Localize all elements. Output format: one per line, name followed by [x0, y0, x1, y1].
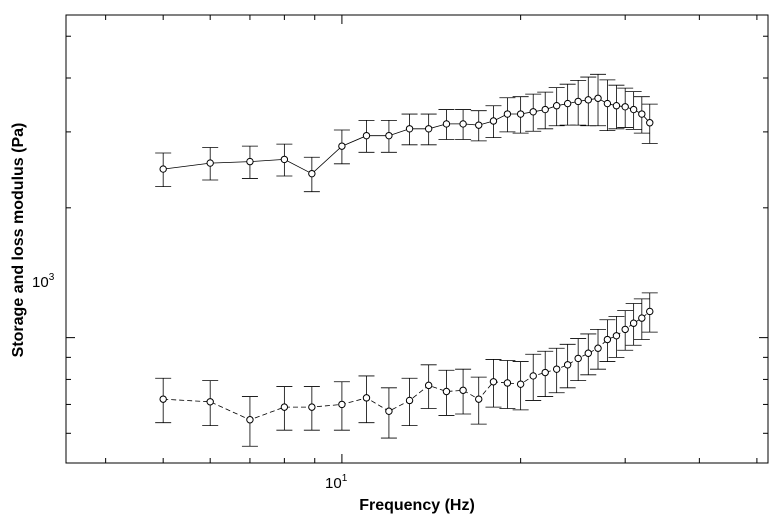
data-point [646, 307, 654, 316]
data-point [574, 354, 582, 363]
data-point [638, 110, 646, 118]
data-point [385, 131, 393, 140]
data-point [280, 403, 289, 411]
data-point [621, 103, 629, 111]
x-tick-exponent: 1 [342, 473, 348, 484]
x-axis-label: Frequency (Hz) [359, 497, 475, 514]
data-point [621, 325, 629, 334]
data-point [541, 368, 549, 377]
data-point [459, 386, 467, 394]
series-2 [155, 292, 658, 447]
data-point [206, 398, 214, 406]
data-point [552, 365, 561, 373]
data-point [646, 119, 654, 127]
data-point [405, 396, 414, 405]
data-point [442, 387, 451, 396]
data-point [603, 335, 612, 344]
x-tick-label-10: 101 [325, 473, 348, 492]
data-point [246, 157, 254, 166]
data-point [362, 394, 371, 402]
data-point [159, 395, 167, 403]
data-point [516, 380, 525, 388]
data-point [206, 159, 214, 167]
data-point [563, 99, 572, 108]
data-point [280, 155, 289, 164]
data-point [338, 142, 346, 150]
data-point [574, 97, 582, 106]
data-point [552, 102, 561, 110]
data-point [612, 332, 621, 340]
data-point [385, 407, 393, 415]
data-point [424, 381, 433, 390]
data-point [503, 379, 512, 387]
data-point [541, 105, 549, 114]
x-tick-base: 10 [325, 475, 342, 492]
data-point [459, 120, 467, 128]
y-axis-label: Storage and loss modulus (Pa) [10, 123, 27, 358]
data-point [529, 372, 537, 380]
data-point [612, 102, 621, 110]
data-point [308, 169, 316, 178]
data-point [246, 416, 254, 424]
data-point [424, 125, 433, 133]
series-1 [155, 73, 658, 193]
series-line-2 [163, 311, 651, 421]
data-point [405, 125, 414, 133]
data-point [584, 349, 592, 357]
data-point [442, 120, 451, 128]
data-point [308, 403, 316, 411]
y-tick-label-1000: 103 [32, 272, 55, 291]
data-point [475, 395, 483, 403]
series-layer [155, 73, 658, 447]
data-point [594, 94, 602, 102]
data-point [638, 314, 646, 322]
data-point [489, 117, 498, 125]
y-tick-exponent: 3 [49, 272, 55, 283]
data-point [516, 110, 525, 118]
data-point [489, 378, 498, 386]
data-point [338, 400, 346, 409]
data-point [159, 165, 167, 173]
y-tick-base: 10 [32, 274, 49, 291]
plot-area-frame [65, 14, 769, 464]
data-point [475, 121, 483, 129]
data-point [594, 344, 602, 352]
data-point [629, 319, 638, 327]
data-point [503, 110, 512, 118]
axis-ticks [66, 15, 768, 463]
data-point [603, 99, 612, 108]
data-point [629, 105, 638, 114]
series-line-1 [163, 97, 651, 175]
data-point [362, 131, 371, 140]
data-point [563, 361, 572, 369]
data-point [584, 96, 592, 104]
data-point [529, 108, 537, 116]
